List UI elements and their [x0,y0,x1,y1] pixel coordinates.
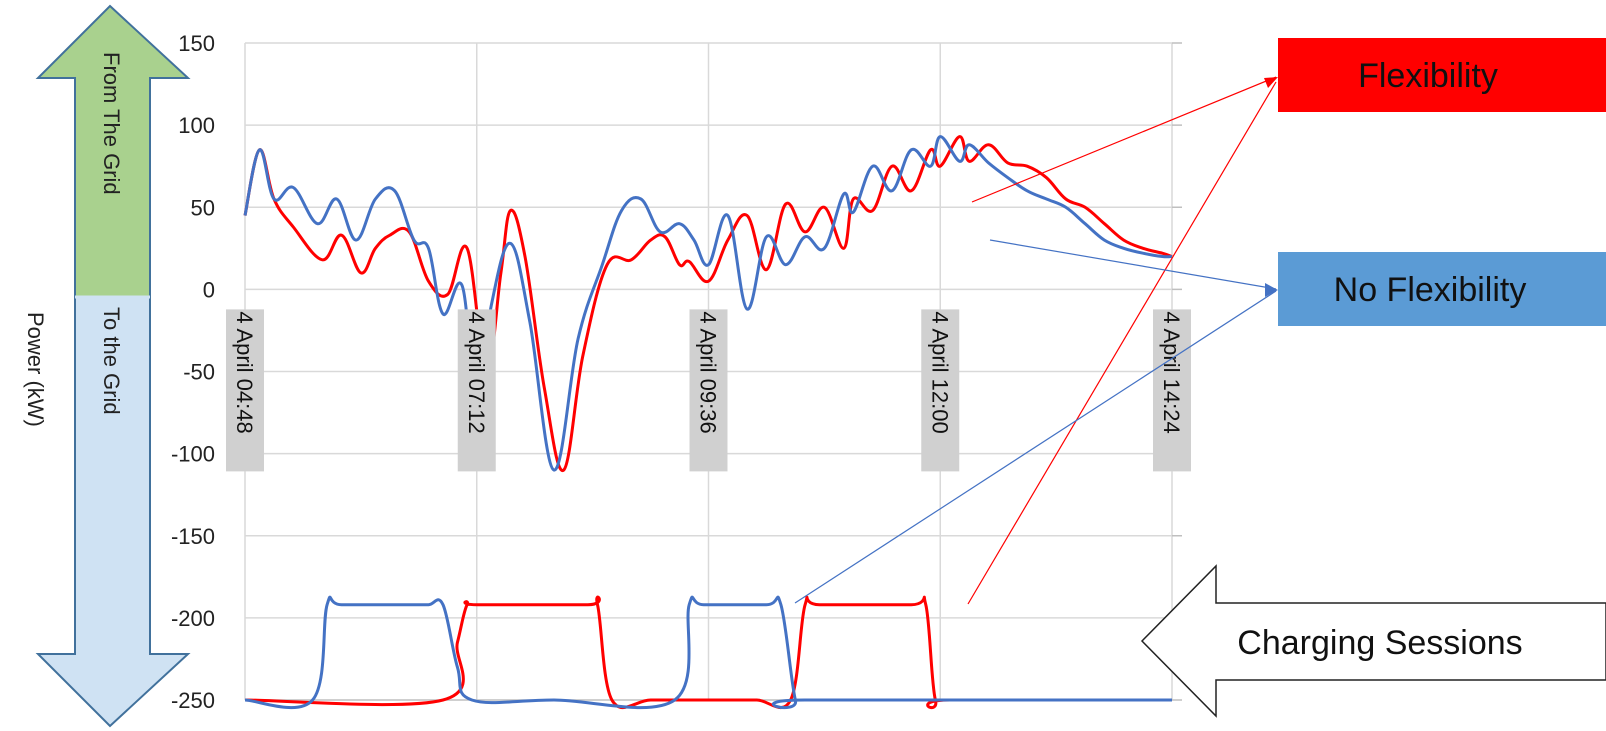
series-lines [243,135,1173,710]
y-tick-label: -150 [171,524,215,549]
y-tick-label: -50 [183,360,215,385]
to-grid-label: To the Grid [99,307,124,415]
series-line-2 [244,595,1172,710]
x-tick-label-bg [689,309,728,472]
x-axis-ticks: 4 April 04:48 4 April 07:12 4 April 09:36 4… [226,309,1191,472]
y-tick-label: 100 [178,113,215,138]
series-line-1 [243,135,1173,472]
y-tick-label: 50 [191,195,215,220]
x-tick-label-bg [457,309,496,472]
x-tick-label: 4 April 14:24 [1153,309,1191,472]
x-tick-text: 4 April 07:12 [464,311,489,433]
y-axis-label: Power (kW) [23,312,48,427]
x-tick-label: 4 April 09:36 [689,309,728,472]
charging-sessions-arrow: Charging Sessions [1140,564,1606,718]
arrow-down-part [35,296,191,728]
series-line-3 [244,595,1172,710]
y-tick-label: -250 [171,688,215,713]
no-flexibility-box: No Flexibility [1278,252,1606,326]
x-tick-label-bg [921,309,960,472]
noflex-connector-1 [989,239,1277,290]
y-tick-label: 0 [203,277,215,302]
x-tick-label: 4 April 04:48 [226,309,264,472]
y-axis-ticks: 150 100 50 0 -50 -100 -150 -200 -250 [171,31,215,713]
y-tick-label: -100 [171,442,215,467]
charging-sessions-label: Charging Sessions [1237,624,1522,662]
y-tick-label: 150 [178,31,215,56]
annotation-connectors [794,76,1278,605]
x-tick-text: 4 April 09:36 [696,311,721,433]
flex-connector-1 [971,76,1277,203]
x-tick-text: 4 April 14:24 [1159,311,1184,433]
x-tick-label: 4 April 12:00 [921,309,960,472]
flexibility-label: Flexibility [1358,57,1498,95]
x-tick-text: 4 April 04:48 [232,311,257,433]
x-tick-label-bg [1153,309,1191,472]
x-tick-text: 4 April 12:00 [927,311,952,433]
noflex-arrowhead [1265,283,1278,297]
x-tick-label-bg [226,309,264,472]
noflex-connector-2 [794,290,1277,604]
no-flexibility-label: No Flexibility [1334,271,1527,309]
flex-connector-2 [967,81,1277,605]
y-tick-label: -200 [171,606,215,631]
x-tick-label: 4 April 07:12 [457,309,496,472]
flex-arrowhead [1264,77,1278,88]
grid-direction-arrow: From The Grid To the Grid [35,4,191,728]
from-grid-label: From The Grid [99,52,124,195]
flexibility-box: Flexibility [1278,38,1606,112]
